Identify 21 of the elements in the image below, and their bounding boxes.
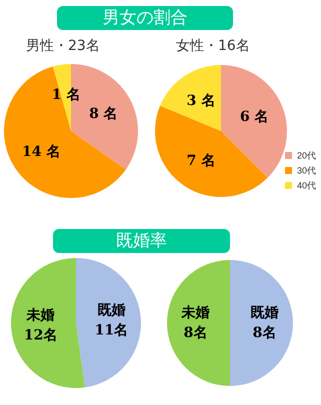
slice-label: 既婚 (97, 302, 126, 319)
data-label: 8 名 (89, 106, 118, 122)
legend-label: 30代 (296, 166, 316, 176)
data-label: 14 名 (22, 144, 60, 160)
legend-label: 40代 (296, 180, 316, 190)
data-label: 3 名 (186, 93, 216, 110)
chart-title: 男女の割合 (57, 6, 233, 30)
data-label: 11名 (94, 322, 128, 339)
data-label: 12名 (24, 327, 58, 344)
legend-label: 20代 (296, 150, 316, 160)
chart-title: 既婚率 (53, 229, 230, 253)
slice-label: 未婚 (180, 305, 210, 321)
data-label: 6 名 (240, 109, 269, 126)
data-label: 8名 (252, 325, 276, 341)
chart-subtitle: 女性・16名 (176, 38, 250, 54)
slice-label: 既婚 (250, 305, 278, 321)
data-label: 7 名 (186, 152, 216, 169)
data-label: 1 名 (52, 86, 80, 103)
chart-subtitle: 男性・23名 (26, 38, 100, 54)
slice-label: 未婚 (26, 307, 55, 324)
data-label: 8名 (184, 325, 208, 341)
